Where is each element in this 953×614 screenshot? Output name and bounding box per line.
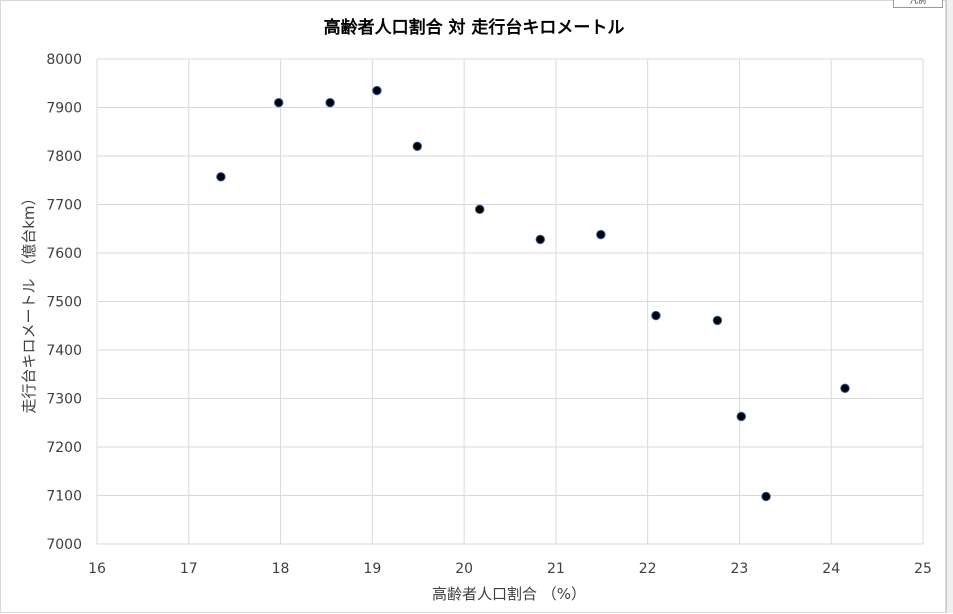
data-point[interactable] bbox=[736, 411, 746, 422]
data-point[interactable] bbox=[596, 229, 606, 240]
data-points bbox=[216, 85, 850, 502]
y-tick-label: 7100 bbox=[46, 489, 82, 505]
x-tick-label: 24 bbox=[822, 561, 840, 577]
y-tick-label: 8000 bbox=[46, 52, 82, 68]
x-axis-ticks: 16 17 18 19 20 21 22 23 24 25 bbox=[88, 561, 932, 577]
y-tick-label: 7300 bbox=[46, 392, 82, 408]
data-point[interactable] bbox=[372, 85, 382, 96]
data-point[interactable] bbox=[535, 234, 545, 245]
y-tick-label: 7700 bbox=[46, 198, 82, 214]
x-tick-label: 23 bbox=[731, 561, 749, 577]
data-point[interactable] bbox=[216, 172, 226, 182]
y-tick-label: 7000 bbox=[46, 537, 82, 553]
x-tick-label: 22 bbox=[639, 561, 657, 577]
legend-tab[interactable]: 凡例 bbox=[893, 0, 943, 8]
window-edge bbox=[946, 0, 953, 613]
data-point[interactable] bbox=[712, 315, 723, 326]
y-tick-label: 7500 bbox=[46, 295, 82, 311]
y-tick-label: 7400 bbox=[46, 343, 82, 359]
y-tick-label: 7800 bbox=[46, 149, 82, 165]
y-tick-label: 7600 bbox=[46, 246, 82, 262]
data-point[interactable] bbox=[840, 383, 850, 394]
x-tick-label: 17 bbox=[180, 561, 198, 577]
y-axis-ticks: 7000 7100 7200 7300 7400 7500 7600 7700 7800 7900… bbox=[46, 52, 82, 553]
gridlines bbox=[96, 58, 924, 545]
data-point[interactable] bbox=[325, 97, 335, 108]
x-tick-label: 25 bbox=[914, 561, 932, 577]
x-tick-label: 18 bbox=[272, 561, 290, 577]
x-tick-label: 16 bbox=[88, 561, 106, 577]
chart-title: 高齢者人口割合 対 走行台キロメートル bbox=[324, 17, 625, 38]
x-axis-title: 高齢者人口割合 （%） bbox=[432, 585, 586, 603]
y-tick-label: 7900 bbox=[46, 101, 82, 117]
y-axis-title: 走行台キロメートル （億台km） bbox=[20, 190, 38, 413]
x-tick-label: 21 bbox=[547, 561, 565, 577]
data-point[interactable] bbox=[761, 491, 771, 502]
data-point[interactable] bbox=[274, 97, 284, 108]
y-tick-label: 7200 bbox=[46, 440, 82, 456]
data-point[interactable] bbox=[475, 204, 485, 215]
data-point[interactable] bbox=[651, 310, 661, 321]
x-tick-label: 19 bbox=[363, 561, 381, 577]
x-tick-label: 20 bbox=[455, 561, 473, 577]
data-point[interactable] bbox=[412, 141, 423, 152]
